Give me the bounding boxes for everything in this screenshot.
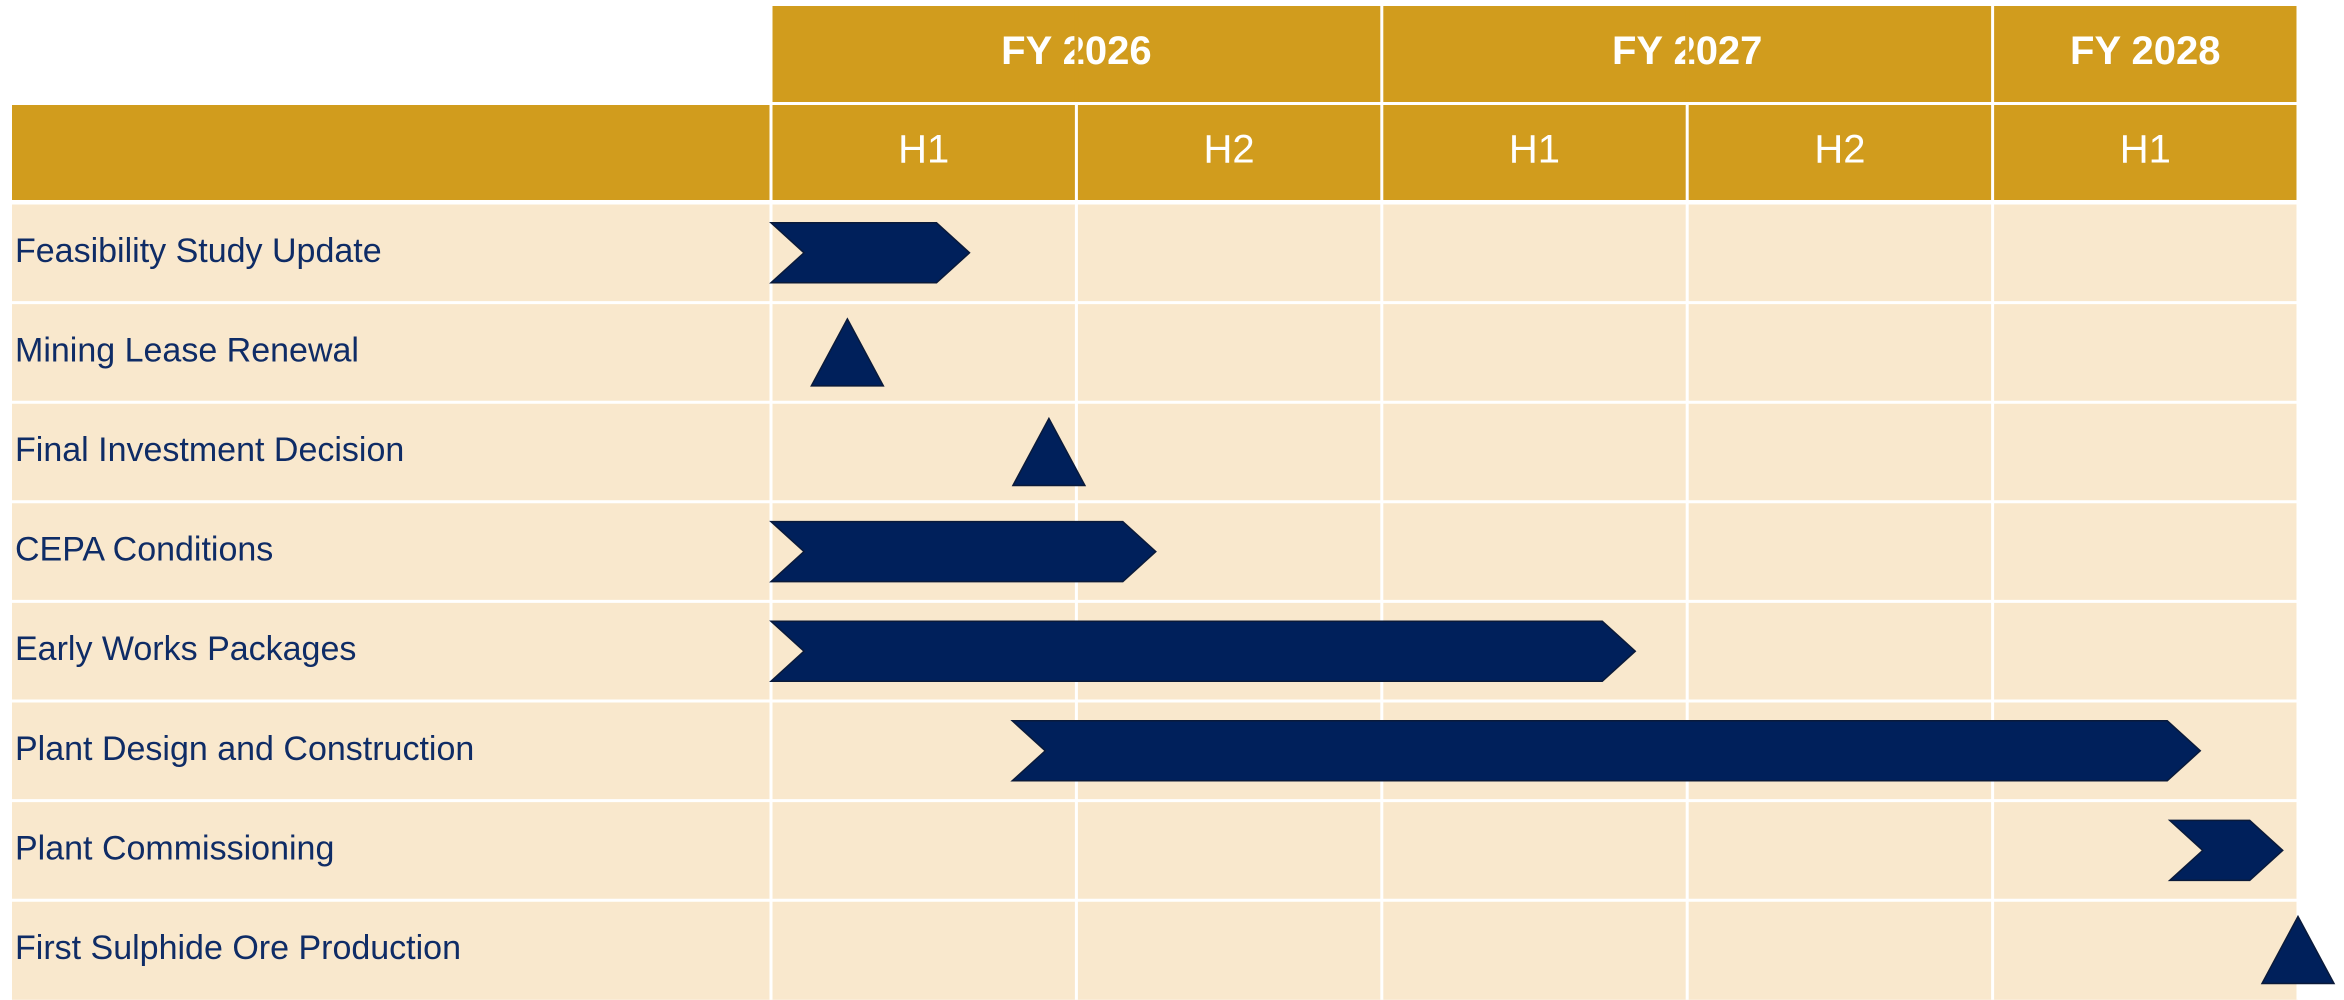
task-bar [769,222,971,284]
half-label: H1 [898,128,949,172]
task-bar [2167,819,2284,882]
milestone [2260,914,2336,985]
year-cover [1685,6,1690,102]
task-label: Mining Lease Renewal [15,331,359,369]
task-label: Feasibility Study Update [15,232,382,270]
task-bar [1010,720,2202,782]
half-label: H2 [1814,128,1865,172]
task-label: Plant Commissioning [15,829,334,867]
half-label: H1 [2120,128,2171,172]
half-header-bg [12,105,2298,200]
task-label: Early Works Packages [15,630,356,668]
task-label: Plant Design and Construction [15,730,474,768]
task-label: CEPA Conditions [15,531,273,569]
task-bar [769,620,1637,682]
milestone [1011,416,1087,487]
task-label: First Sulphide Ore Production [15,929,461,967]
task-label: Final Investment Decision [15,431,404,469]
half-label: H1 [1509,128,1560,172]
milestone [810,317,885,387]
task-bar [769,520,1157,583]
half-label: H2 [1204,128,1255,172]
year-header-bg [771,6,2298,102]
year-cover [1074,6,1079,102]
year-label: FY 2028 [2070,29,2221,73]
